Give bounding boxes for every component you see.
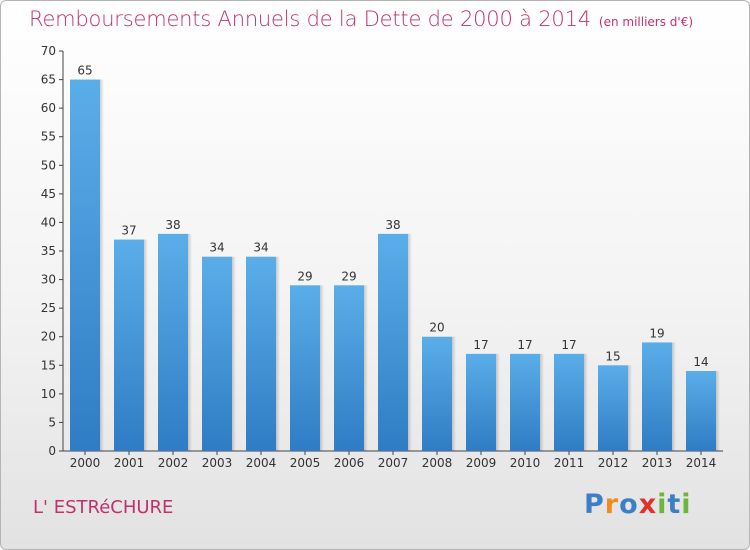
bar-shadow xyxy=(364,285,368,451)
bar-shadow xyxy=(232,256,236,451)
logo-letter: o xyxy=(619,489,639,520)
logo-letter: t xyxy=(667,489,682,520)
data-label: 14 xyxy=(693,355,708,369)
bar-shadow xyxy=(496,353,500,451)
bar-shadow xyxy=(408,233,412,451)
logo-letter: r xyxy=(604,489,620,520)
data-label: 37 xyxy=(121,224,136,238)
x-tick-label: 2000 xyxy=(70,456,101,470)
bar-shadow xyxy=(672,342,676,451)
y-tick-label: 40 xyxy=(41,215,56,229)
bar xyxy=(686,371,716,451)
data-label: 29 xyxy=(341,269,356,283)
bar-shadow xyxy=(320,285,324,451)
bar xyxy=(114,239,144,451)
bar xyxy=(554,353,584,451)
x-tick-label: 2004 xyxy=(246,456,277,470)
bar xyxy=(642,342,672,451)
chart-title-main: Remboursements Annuels de la Dette de 20… xyxy=(29,7,591,31)
chart-title-unit: (en milliers d'€) xyxy=(598,15,694,29)
x-tick-label: 2009 xyxy=(466,456,497,470)
bar xyxy=(158,233,188,451)
x-tick-label: 2002 xyxy=(158,456,189,470)
x-tick-label: 2007 xyxy=(378,456,409,470)
data-label: 19 xyxy=(649,326,664,340)
logo-letter: P xyxy=(584,489,605,520)
bar-shadow xyxy=(188,233,192,451)
bar xyxy=(290,285,320,451)
y-tick-label: 20 xyxy=(41,330,56,344)
y-tick-label: 55 xyxy=(41,130,56,144)
data-label: 15 xyxy=(605,349,620,363)
bar-shadow xyxy=(276,256,280,451)
x-tick-label: 2013 xyxy=(642,456,673,470)
proxiti-logo: Proxiti xyxy=(584,489,692,520)
bar xyxy=(334,285,364,451)
axes: 0 5 10 15 20 25 30 35 40 45 50 55 60 65 70 2000 2001 2002… xyxy=(41,44,723,470)
bar xyxy=(598,365,628,451)
y-tick-label: 45 xyxy=(41,187,56,201)
y-tick-label: 5 xyxy=(48,415,56,429)
data-label: 34 xyxy=(209,241,224,255)
commune-name: L' ESTRéCHURE xyxy=(33,497,174,518)
x-tick-label: 2008 xyxy=(422,456,453,470)
bar xyxy=(246,256,276,451)
y-tick-label: 70 xyxy=(41,44,56,58)
bar-shadow xyxy=(540,353,544,451)
data-label: 17 xyxy=(517,338,532,352)
y-tick-label: 15 xyxy=(41,358,56,372)
data-label: 38 xyxy=(165,218,180,232)
y-tick-label: 10 xyxy=(41,387,56,401)
data-label: 34 xyxy=(253,241,268,255)
bar-shadow xyxy=(144,239,148,451)
logo-letter: x xyxy=(638,489,658,520)
bar xyxy=(422,336,452,451)
x-tick-label: 2014 xyxy=(686,456,717,470)
y-tick-label: 50 xyxy=(41,158,56,172)
y-tick-label: 25 xyxy=(41,301,56,315)
x-tick-label: 2001 xyxy=(114,456,145,470)
x-tick-label: 2010 xyxy=(510,456,541,470)
bar-shadow xyxy=(716,371,720,451)
bars xyxy=(70,79,720,452)
data-label: 17 xyxy=(561,338,576,352)
bar xyxy=(466,353,496,451)
bar xyxy=(510,353,540,451)
y-tick-label: 0 xyxy=(48,444,56,458)
data-label: 29 xyxy=(297,269,312,283)
data-label: 20 xyxy=(429,321,444,335)
data-label: 38 xyxy=(385,218,400,232)
data-labels: 65 37 38 34 34 29 29 38 20 17 17 17 15 19 14 xyxy=(77,64,708,369)
y-tick-label: 65 xyxy=(41,73,56,87)
x-tick-label: 2011 xyxy=(554,456,585,470)
bar xyxy=(378,233,408,451)
logo-letter: i xyxy=(657,489,668,520)
y-tick-label: 35 xyxy=(41,244,56,258)
x-tick-label: 2012 xyxy=(598,456,629,470)
data-label: 65 xyxy=(77,64,92,78)
bar-shadow xyxy=(628,365,632,451)
y-tick-label: 60 xyxy=(41,101,56,115)
x-tick-label: 2003 xyxy=(202,456,233,470)
bar-shadow xyxy=(584,353,588,451)
bar-shadow xyxy=(100,79,104,452)
chart-title: Remboursements Annuels de la Dette de 20… xyxy=(29,7,693,31)
data-label: 17 xyxy=(473,338,488,352)
bar-shadow xyxy=(452,336,456,451)
x-tick-label: 2006 xyxy=(334,456,365,470)
x-tick-label: 2005 xyxy=(290,456,321,470)
y-tick-label: 30 xyxy=(41,273,56,287)
bar xyxy=(70,79,100,452)
logo-letter: i xyxy=(681,489,692,520)
bar xyxy=(202,256,232,451)
